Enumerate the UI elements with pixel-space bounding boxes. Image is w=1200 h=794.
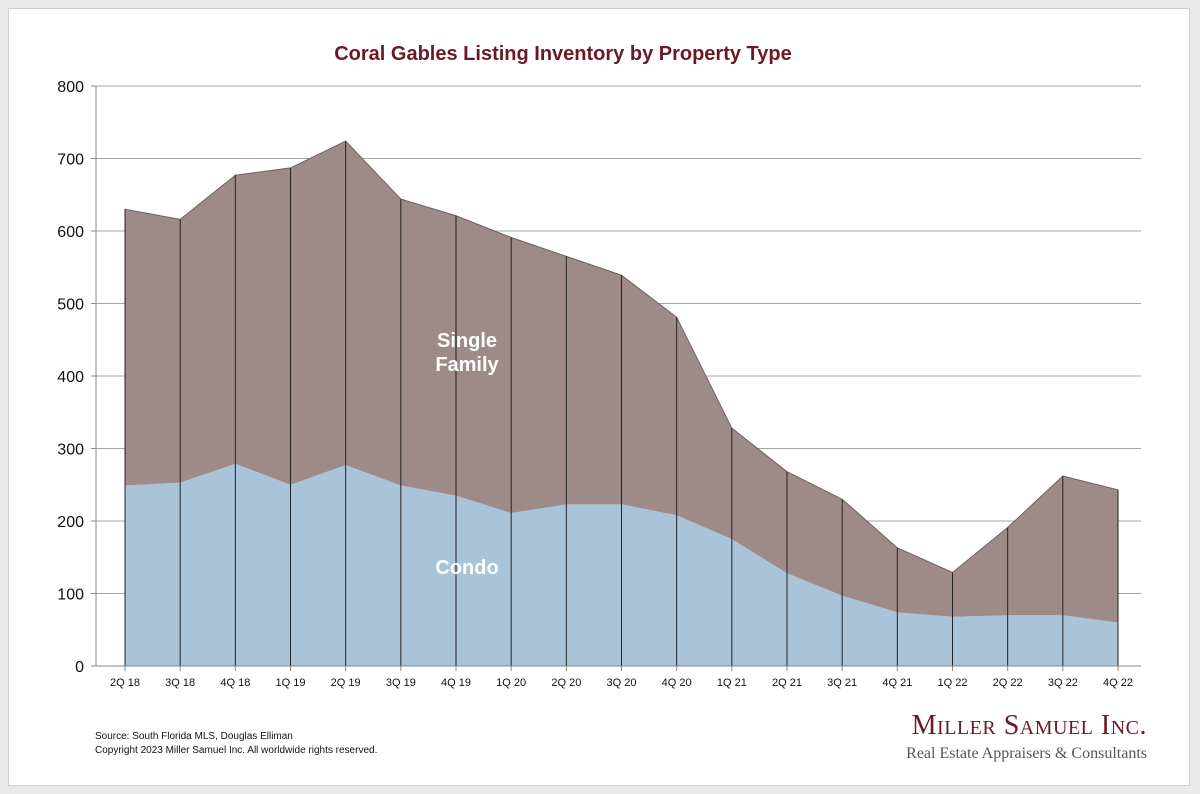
series-label-single-family-line1: Single xyxy=(437,330,497,352)
brand-tagline: Real Estate Appraisers & Consultants xyxy=(906,745,1147,762)
series-label-single-family-line2: Family xyxy=(435,354,499,376)
x-tick-label: 2Q 19 xyxy=(331,677,361,689)
y-tick-label: 400 xyxy=(57,369,84,386)
series-label-condo: Condo xyxy=(435,557,498,579)
y-tick-label: 600 xyxy=(57,224,84,241)
x-tick-label: 1Q 22 xyxy=(938,677,968,689)
x-tick-label: 1Q 21 xyxy=(717,677,747,689)
chart-frame: Coral Gables Listing Inventory by Proper… xyxy=(8,8,1190,786)
brand-name: Miller Samuel Inc. xyxy=(911,710,1147,741)
x-tick-label: 4Q 18 xyxy=(220,677,250,689)
x-tick-label: 3Q 20 xyxy=(607,677,637,689)
x-tick-label: 4Q 21 xyxy=(882,677,912,689)
chart-title: Coral Gables Listing Inventory by Proper… xyxy=(334,43,792,65)
y-tick-label: 200 xyxy=(57,514,84,531)
axes xyxy=(91,85,1141,671)
x-tick-label: 3Q 18 xyxy=(165,677,195,689)
chart-svg: Coral Gables Listing Inventory by Proper… xyxy=(57,43,1141,689)
x-tick-label: 4Q 22 xyxy=(1103,677,1133,689)
y-tick-label: 500 xyxy=(57,297,84,314)
copyright-note: Copyright 2023 Miller Samuel Inc. All wo… xyxy=(95,745,378,756)
x-tick-label: 1Q 19 xyxy=(276,677,306,689)
brand-logo: Miller Samuel Inc. Real Estate Appraiser… xyxy=(906,712,1147,762)
x-tick-label: 2Q 18 xyxy=(110,677,140,689)
x-tick-label: 1Q 20 xyxy=(496,677,526,689)
y-tick-labels: 0 100 200 300 400 500 600 700 800 xyxy=(57,79,84,676)
y-tick-label: 300 xyxy=(57,442,84,459)
x-tick-label: 4Q 19 xyxy=(441,677,471,689)
quarter-dividers xyxy=(124,141,1119,666)
y-tick-label: 700 xyxy=(57,152,84,169)
y-tick-label: 100 xyxy=(57,587,84,604)
y-tick-label: 800 xyxy=(57,79,84,96)
x-tick-label: 3Q 22 xyxy=(1048,677,1078,689)
y-tick-label: 0 xyxy=(75,659,84,676)
source-note: Source: South Florida MLS, Douglas Ellim… xyxy=(95,731,293,742)
x-tick-label: 2Q 22 xyxy=(993,677,1023,689)
x-tick-label: 3Q 21 xyxy=(827,677,857,689)
x-tick-label: 3Q 19 xyxy=(386,677,416,689)
x-tick-label: 4Q 20 xyxy=(662,677,692,689)
x-tick-label: 2Q 21 xyxy=(772,677,802,689)
x-tick-labels: 2Q 18 3Q 18 4Q 18 1Q 19 2Q 19 3Q 19 4Q 19 1Q 20… xyxy=(110,677,1133,689)
x-tick-label: 2Q 20 xyxy=(551,677,581,689)
